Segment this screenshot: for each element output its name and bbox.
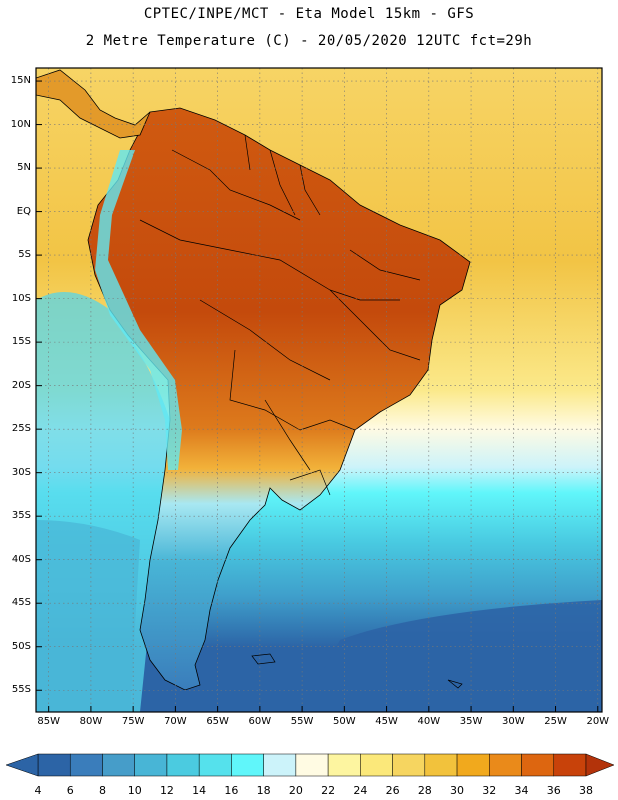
colorbar-label: 20 (288, 784, 303, 797)
colorbar-swatch (134, 753, 168, 777)
colorbar-swatch (392, 753, 426, 777)
colorbar-swatch (327, 753, 361, 777)
colorbar-low-arrow (5, 753, 39, 777)
lon-label: 55W (290, 716, 314, 727)
colorbar-label: 24 (353, 784, 368, 797)
map-frame (35, 67, 603, 713)
lat-label: 30S (11, 466, 31, 478)
colorbar-label: 18 (256, 784, 271, 797)
lon-label: 35W (459, 716, 483, 727)
colorbar-label: 32 (482, 784, 497, 797)
axis-ticks (36, 80, 599, 712)
colorbar-label: 28 (417, 784, 432, 797)
colorbar-swatch (553, 753, 587, 777)
country-borders (139, 134, 421, 496)
lat-label: 5S (18, 249, 31, 261)
lon-label: 80W (79, 716, 103, 727)
lat-lon-grid (36, 68, 602, 712)
lat-label: 35S (11, 510, 31, 522)
colorbar-swatch (295, 753, 329, 777)
lon-label: 40W (417, 716, 441, 727)
colorbar-swatch (37, 753, 71, 777)
south-georgia (447, 679, 463, 689)
andes-strip (95, 150, 182, 470)
colorbar-label: 8 (98, 784, 106, 797)
lat-label: 20S (11, 379, 31, 391)
colorbar-label: 30 (450, 784, 465, 797)
colorbar-swatch (489, 753, 522, 777)
lon-label: 25W (544, 716, 567, 727)
southern-ocean-zone (300, 600, 602, 712)
colorbar-label: 36 (546, 784, 561, 797)
colorbar-label: 14 (192, 784, 207, 797)
pacific-cold-zone (36, 520, 140, 712)
lon-label: 60W (248, 716, 272, 727)
lat-label: 15S (11, 336, 31, 348)
colorbar-swatch (456, 753, 490, 777)
lon-label: 30W (501, 716, 525, 727)
lon-label: 50W (333, 716, 356, 727)
colorbar-swatch (424, 753, 458, 777)
lat-label: 50S (11, 640, 31, 652)
lat-label: 45S (11, 597, 31, 609)
colorbar-swatch (263, 753, 297, 777)
colorbar-label: 4 (34, 784, 42, 797)
colorbar-swatch (360, 753, 393, 777)
colorbar-label: 12 (159, 784, 174, 797)
colorbar-high-arrow (585, 753, 615, 777)
colorbar-label: 38 (579, 784, 593, 797)
lat-label: 40S (11, 553, 31, 565)
colorbar-label: 10 (127, 784, 142, 797)
colorbar-swatch (521, 753, 555, 777)
colorbar-label: 16 (224, 784, 239, 797)
lon-label: 85W (37, 716, 60, 727)
title-line-2: 2 Metre Temperature (C) - 20/05/2020 12U… (85, 33, 533, 49)
lat-label: 10S (11, 292, 31, 304)
colorbar-label: 26 (385, 784, 400, 797)
lon-label: 65W (206, 716, 229, 727)
title-line-1: CPTEC/INPE/MCT - Eta Model 15km - GFS (143, 6, 475, 22)
falkland-islands (251, 653, 276, 665)
lon-label: 75W (121, 716, 145, 727)
lat-label: 10N (10, 118, 31, 130)
lon-label: 20W (586, 716, 610, 727)
central-america (36, 69, 151, 139)
colorbar-swatch (166, 753, 200, 777)
colorbar-swatch (102, 753, 135, 777)
colorbar-swatch (231, 753, 264, 777)
colorbar-swatch (69, 753, 103, 777)
colorbar-label: 34 (514, 784, 529, 797)
lat-label: 15N (10, 75, 31, 87)
lat-label: 5N (17, 162, 31, 174)
lat-label: 55S (11, 684, 31, 696)
colorbar-label: 22 (321, 784, 336, 797)
colorbar (5, 753, 615, 777)
lon-label: 45W (375, 716, 398, 727)
lon-label: 70W (164, 716, 187, 727)
lat-label: 25S (11, 423, 31, 435)
colorbar-swatch (198, 753, 232, 777)
colorbar-label: 6 (66, 784, 74, 797)
lat-label: EQ (16, 205, 31, 217)
